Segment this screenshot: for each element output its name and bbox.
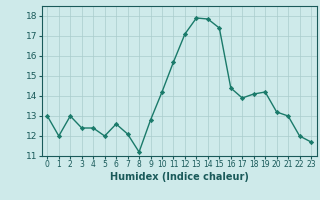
X-axis label: Humidex (Indice chaleur): Humidex (Indice chaleur) (110, 172, 249, 182)
